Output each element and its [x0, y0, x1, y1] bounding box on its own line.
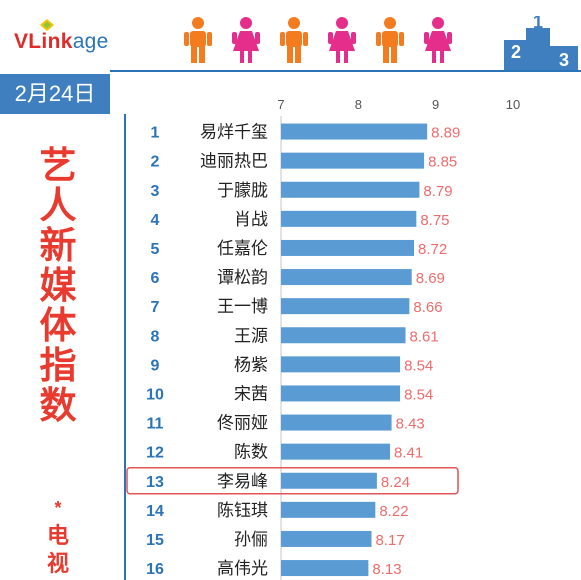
male-figure-icon [280, 17, 308, 63]
value-label: 8.69 [416, 270, 445, 287]
rank-number: 13 [146, 474, 164, 491]
podium-digit-2: 2 [511, 42, 521, 62]
rank-number: 12 [146, 445, 164, 462]
rank-number: 4 [151, 212, 160, 229]
bar [281, 356, 401, 373]
value-label: 8.61 [410, 328, 439, 345]
category-label: 肖战 [234, 210, 268, 229]
category-label: 王一博 [217, 297, 268, 316]
category-label: 迪丽热巴 [200, 152, 268, 171]
brand-header: VLinkage 2 1 3 [0, 0, 581, 72]
rank-number: 7 [151, 299, 160, 316]
value-label: 8.89 [431, 125, 460, 142]
x-tick-label: 7 [277, 97, 284, 112]
category-label: 于朦胧 [217, 181, 268, 200]
side-panel [0, 114, 126, 580]
bar [281, 327, 406, 344]
value-label: 8.72 [418, 241, 447, 258]
rank-number: 14 [146, 503, 164, 520]
x-tick-label: 9 [432, 97, 439, 112]
bar [281, 501, 376, 518]
brand-logo-main: VLink [14, 30, 73, 53]
female-figure-icon [424, 17, 452, 63]
category-label: 王源 [234, 326, 268, 345]
value-label: 8.85 [428, 154, 457, 171]
bar [281, 269, 412, 286]
value-label: 8.66 [413, 299, 442, 316]
x-tick-label: 8 [355, 97, 362, 112]
bar [281, 123, 428, 140]
rank-number: 10 [146, 386, 164, 403]
category-label: 陈钰琪 [217, 501, 268, 520]
bar [281, 239, 415, 256]
podium-digit-3: 3 [559, 50, 569, 70]
podium-digit-1: 1 [533, 16, 543, 32]
rank-number: 16 [146, 561, 164, 578]
rank-number: 8 [151, 328, 160, 345]
category-label: 高伟光 [217, 559, 268, 578]
bar [281, 414, 392, 431]
people-icons [184, 17, 452, 63]
rank-number: 11 [147, 416, 164, 433]
rank-number: 2 [151, 154, 160, 171]
category-label: 任嘉伦 [217, 239, 268, 258]
brand-logo: VLinkage [14, 30, 109, 54]
brand-logo-sub: age [72, 30, 109, 53]
category-label: 陈数 [234, 443, 268, 462]
value-label: 8.22 [379, 503, 408, 520]
rank-number: 5 [151, 241, 160, 258]
bar [281, 530, 372, 547]
value-label: 8.24 [381, 474, 410, 491]
bar [281, 472, 377, 489]
rank-number: 3 [151, 183, 160, 200]
category-label: 谭松韵 [217, 268, 268, 287]
side-subtitle: 电 视 [46, 523, 69, 576]
header-divider [110, 70, 581, 72]
rank-number: 15 [146, 532, 164, 549]
side-title: 艺 人 新 媒 体 指 数 [39, 145, 77, 426]
highlight-box [126, 467, 459, 495]
podium-icon: 2 1 3 [504, 16, 578, 70]
x-tick-label: 10 [506, 97, 520, 112]
logo-mark-icon [40, 19, 54, 31]
date-label: 2月24日 [0, 74, 110, 114]
side-star: * [54, 498, 62, 518]
category-label: 易烊千玺 [200, 123, 268, 142]
bar [281, 210, 417, 227]
value-label: 8.41 [394, 445, 423, 462]
value-label: 8.75 [420, 212, 449, 229]
value-label: 8.54 [404, 357, 433, 374]
category-label: 孙俪 [234, 530, 268, 549]
category-label: 佟丽娅 [217, 414, 268, 433]
male-figure-icon [184, 17, 212, 63]
value-label: 8.54 [404, 386, 433, 403]
rank-number: 1 [151, 125, 160, 142]
value-label: 8.13 [372, 561, 401, 578]
bar [281, 181, 420, 198]
bar [281, 385, 401, 402]
female-figure-icon [232, 17, 260, 63]
female-figure-icon [328, 17, 356, 63]
category-label: 宋茜 [234, 384, 268, 403]
category-label: 杨紫 [234, 355, 268, 374]
value-label: 8.43 [396, 416, 425, 433]
value-label: 8.79 [423, 183, 452, 200]
rank-number: 9 [151, 357, 160, 374]
value-label: 8.17 [375, 532, 404, 549]
bar [281, 298, 410, 315]
bar [281, 560, 369, 577]
male-figure-icon [376, 17, 404, 63]
bar [281, 443, 391, 460]
bar [281, 152, 425, 169]
category-label: 李易峰 [217, 472, 268, 491]
rank-number: 6 [151, 270, 160, 287]
